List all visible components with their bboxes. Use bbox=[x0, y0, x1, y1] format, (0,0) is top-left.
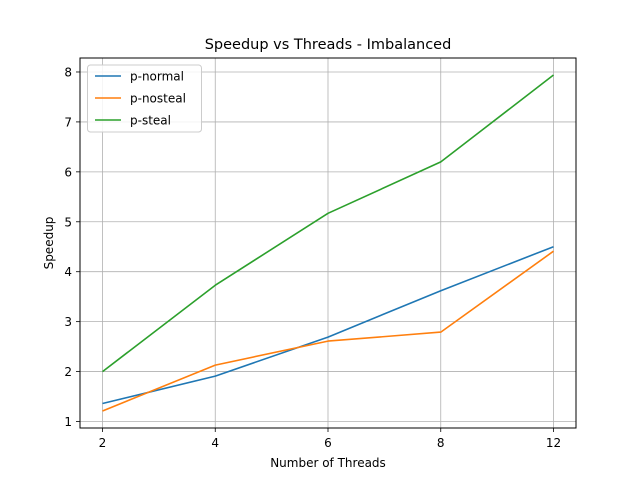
series-line-p-normal bbox=[102, 245, 554, 405]
y-axis: 1 2 3 4 5 6 7 8 bbox=[64, 65, 80, 429]
chart-title: Speedup vs Threads - Imbalanced bbox=[205, 37, 452, 53]
y-tick-label: 2 bbox=[64, 365, 72, 379]
legend-label: p-normal bbox=[130, 70, 184, 84]
y-tick-label: 6 bbox=[64, 165, 72, 179]
x-axis-label: Number of Threads bbox=[270, 456, 386, 470]
series-line-p-steal bbox=[102, 74, 554, 373]
legend: p-normal p-nosteal p-steal bbox=[87, 64, 202, 133]
y-axis-label: Speedup bbox=[42, 217, 56, 270]
x-tick-label: 8 bbox=[437, 436, 445, 450]
x-axis: 2 4 6 8 12 bbox=[99, 428, 561, 450]
y-tick-label: 7 bbox=[64, 115, 72, 129]
x-tick-label: 6 bbox=[324, 436, 332, 450]
series-lines bbox=[102, 74, 554, 412]
x-tick-label: 2 bbox=[99, 436, 107, 450]
x-tick-label: 4 bbox=[211, 436, 219, 450]
legend-label: p-nosteal bbox=[130, 92, 186, 106]
x-tick-label: 12 bbox=[546, 436, 561, 450]
y-tick-label: 4 bbox=[64, 265, 72, 279]
y-tick-label: 5 bbox=[64, 215, 72, 229]
y-tick-label: 8 bbox=[64, 65, 72, 79]
grid bbox=[80, 58, 576, 428]
y-tick-label: 1 bbox=[64, 415, 72, 429]
series-line-p-nosteal bbox=[102, 250, 554, 412]
legend-box bbox=[87, 64, 202, 133]
y-tick-label: 3 bbox=[64, 315, 72, 329]
legend-label: p-steal bbox=[130, 114, 171, 128]
